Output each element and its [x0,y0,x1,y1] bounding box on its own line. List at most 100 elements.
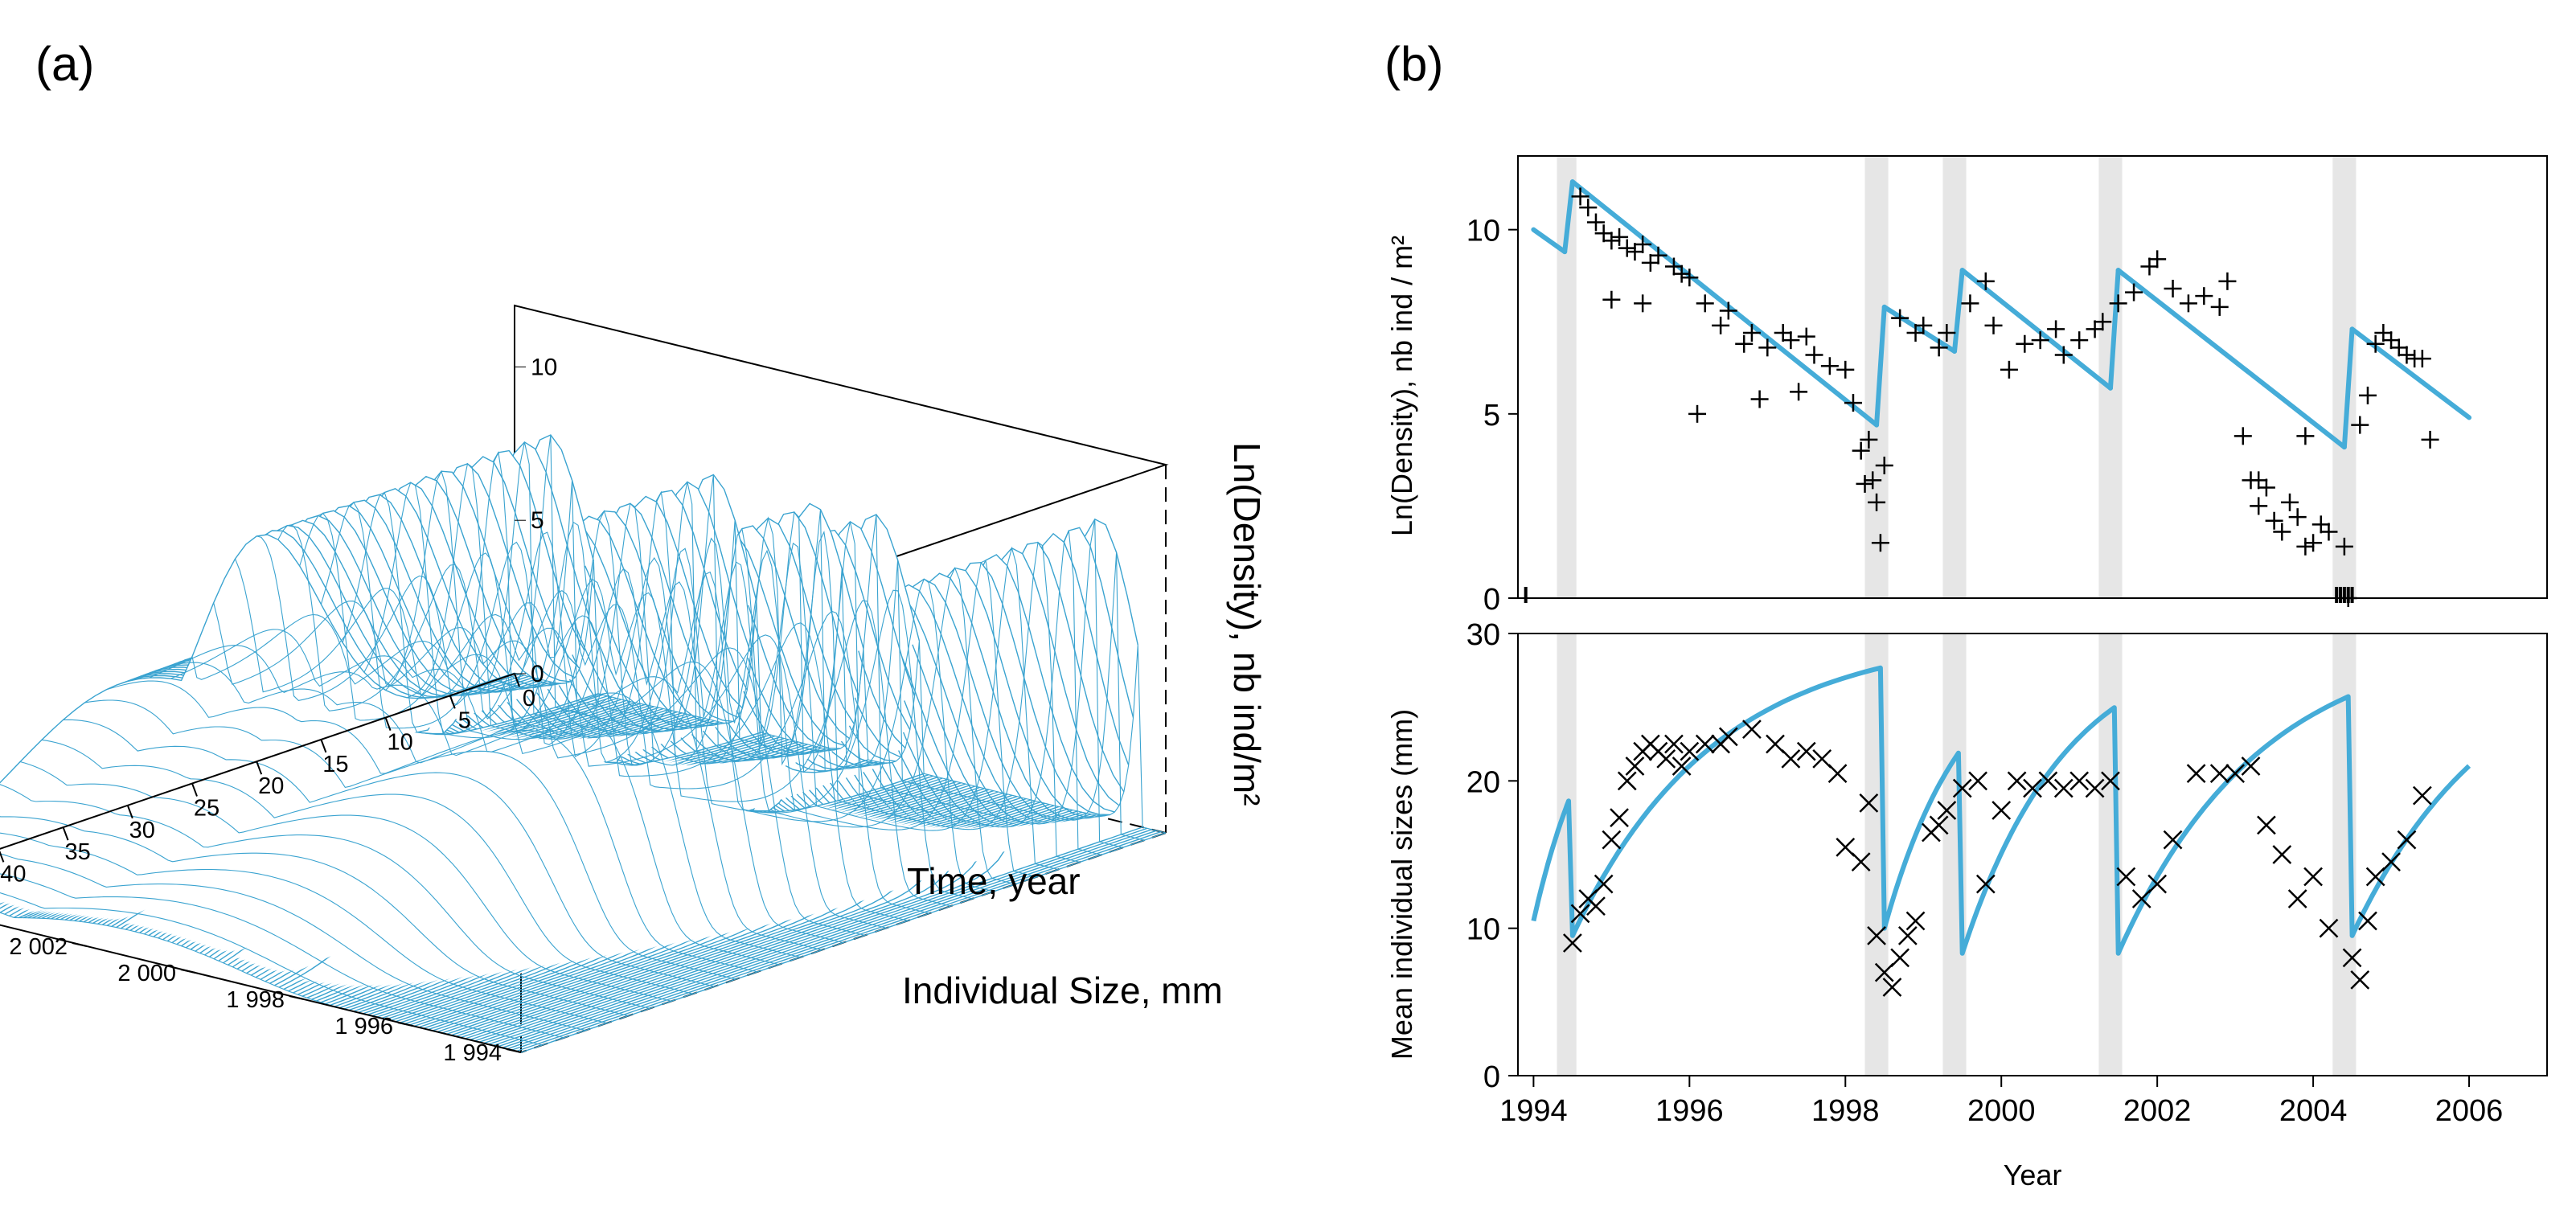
observation-marker [1571,187,1589,206]
marker-stroke [1594,874,1614,894]
observation-marker [2031,331,2049,350]
observation-marker [2140,257,2159,276]
observation-marker [1790,383,1808,401]
surface-size-line [191,613,844,944]
observation-marker [1641,253,1659,272]
observation-marker [2038,771,2058,791]
y-tick-label: 5 [1483,399,1500,433]
model-line-segment [2349,326,2472,420]
surface-size-line [149,645,801,958]
size-tick-label: 5 [458,707,471,733]
observation-marker [1695,734,1715,754]
observation-marker [1618,239,1636,257]
observation-marker [1905,911,1926,931]
observation-marker [1610,228,1629,246]
size-tick-label: 25 [194,796,219,822]
observation-marker [2358,386,2377,404]
observation-marker [1812,748,1832,769]
observation-marker [1718,727,1738,747]
marker-stroke [2365,867,2385,887]
observation-marker [1930,338,1948,357]
observation-marker [1680,269,1699,287]
observation-marker [2016,334,2034,353]
marker-stroke [1968,771,1988,791]
recruitment-shade [1864,156,1889,598]
surface-size-line [299,512,951,907]
observation-marker [1719,301,1737,320]
size-tick-label: 30 [129,818,155,843]
size-tick-label: 10 [387,730,412,756]
surface-size-line [0,832,608,1024]
observation-marker [1602,830,1622,850]
marker-stroke [1602,830,1622,850]
observation-marker [1625,757,1645,776]
marker-stroke [1570,904,1590,924]
marker-stroke [1867,925,1886,945]
model-line-jump [1562,179,1575,255]
time-tick-label: 2 000 [117,961,176,986]
observation-marker [1594,224,1613,243]
model-line-jump [1874,304,1887,428]
model-line-segment [1881,304,1958,354]
observation-marker [1897,925,1918,945]
x-tick-label: 1994 [1499,1094,1568,1128]
observation-marker [1975,874,1996,894]
size-tick [384,717,392,731]
observation-marker [2054,346,2073,364]
observation-marker [2179,294,2197,313]
surface-profiles [0,434,1167,1053]
size-tick-label: 15 [322,752,348,777]
marker-stroke [2007,771,2027,791]
marker-stroke [2163,830,2183,850]
marker-stroke [2241,757,2261,776]
time-tick [180,969,196,974]
observation-marker [1875,457,1893,474]
marker-stroke [1975,874,1996,894]
observation-marker [2085,778,2105,798]
observation-marker [2303,867,2323,887]
observation-marker [2335,537,2353,556]
observation-marker [1836,360,1855,379]
observation-marker [1696,294,1714,313]
observation-marker [1735,334,1754,353]
size-ylabel: Mean individual sizes (mm) [1385,709,1418,1060]
observation-marker [2218,272,2237,290]
panel-b-label: (b) [1384,37,1443,91]
x-tick-label: 1998 [1811,1094,1880,1128]
observation-marker [1882,978,1902,997]
observation-marker [1820,357,1839,375]
observation-marker [1750,390,1769,408]
marker-stroke [1742,720,1762,740]
observation-marker [2225,764,2246,784]
observation-marker [1860,430,1878,449]
observation-marker [2047,320,2065,338]
observation-marker [1782,331,1800,350]
observation-marker [1570,904,1590,924]
plot-frame [1517,633,2548,1076]
observation-marker [2320,523,2338,541]
observation-marker [1991,801,2012,820]
observation-marker [2366,334,2385,353]
plot-frame [1517,155,2548,599]
observation-marker [2023,778,2042,798]
observation-marker [1938,324,1956,342]
observation-marker [1664,257,1683,276]
surface-size-line [277,524,930,914]
observation-marker [1579,199,1598,217]
observation-marker [2241,757,2261,776]
observation-marker [1610,808,1629,828]
observation-marker [2257,815,2276,835]
marker-stroke [1680,741,1700,761]
observation-marker [1868,493,1886,511]
observation-marker [1937,801,1957,820]
marker-stroke [1695,734,1715,754]
observation-marker [2250,497,2268,515]
x-tick-label: 2002 [2123,1094,2192,1128]
y-tick-label: 30 [1466,618,1500,652]
observation-marker [1617,771,1637,791]
surface-size-line [363,482,1016,885]
observation-marker [1929,815,1949,835]
observation-marker [2381,852,2401,872]
model-line-segment [1569,179,1880,428]
